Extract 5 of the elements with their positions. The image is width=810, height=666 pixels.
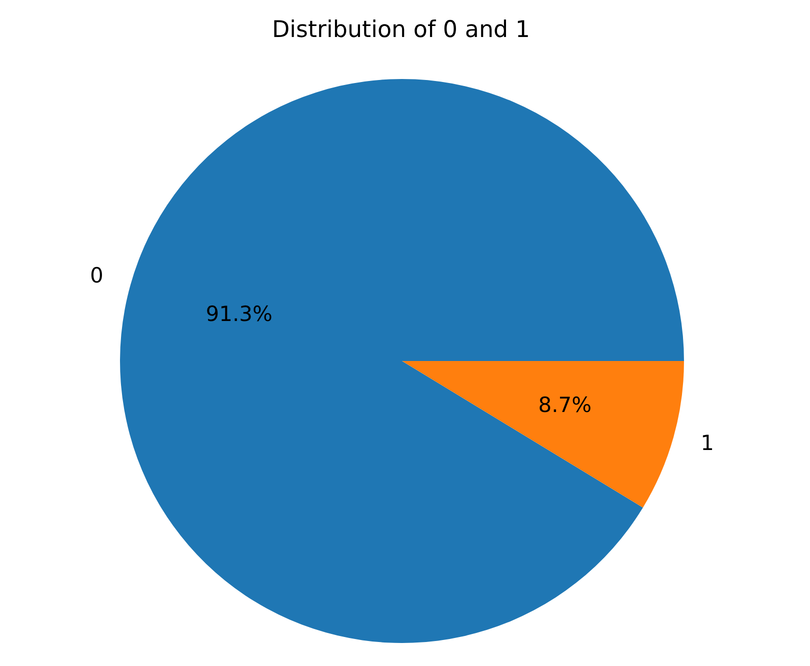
slice-label: 0	[90, 264, 104, 288]
data-label: 8.7%	[538, 393, 592, 418]
slice-label: 1	[700, 431, 714, 456]
data-label: 91.3%	[206, 302, 272, 326]
chart-title: Distribution of 0 and 1	[272, 16, 530, 43]
